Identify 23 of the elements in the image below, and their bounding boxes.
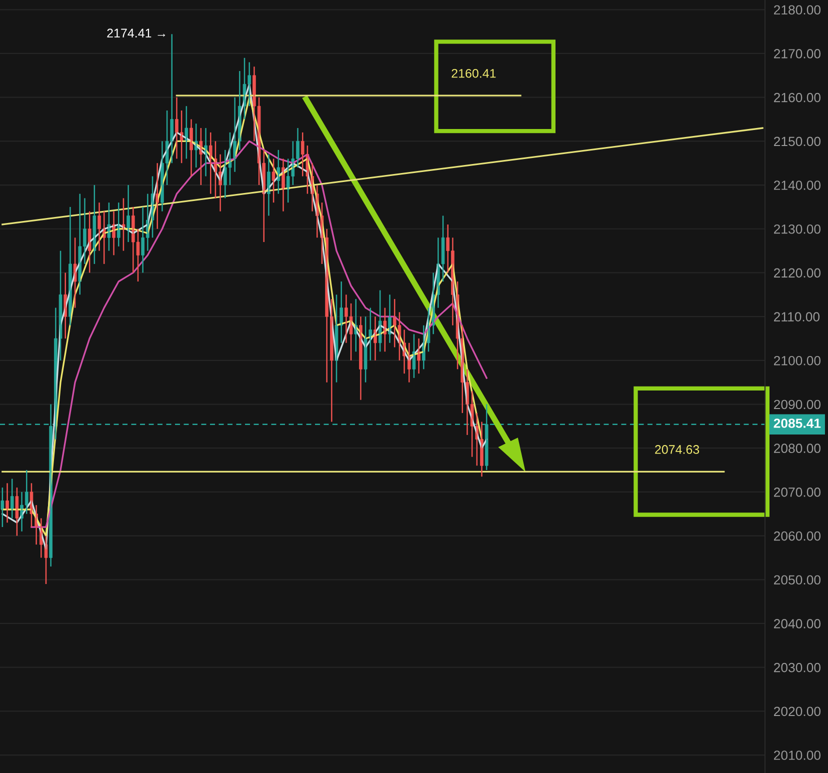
line-series: [30, 140, 488, 528]
y-tick-label: 2100.00: [774, 356, 821, 366]
y-tick-label: 2180.00: [774, 5, 821, 15]
y-tick-label: 2050.00: [774, 575, 821, 585]
annotation: 2160.41: [452, 68, 496, 78]
annotation: 2074.63: [655, 445, 700, 454]
y-tick-label: 2170.00: [774, 49, 821, 58]
y-tick-label: 2140.00: [774, 180, 821, 190]
y-tick-label: 2130.00: [774, 224, 821, 234]
y-tick-label: 2090.00: [774, 400, 821, 410]
y-tick-label: 2010.00: [774, 750, 821, 760]
y-tick-label: 2020.00: [774, 706, 821, 716]
annotation: 2174.41 →: [107, 28, 166, 38]
y-tick-label: 2080.00: [774, 444, 821, 454]
y-tick-label: 2060.00: [774, 531, 821, 541]
y-tick-label: 2040.00: [774, 619, 821, 628]
y-tick-label: 2160.00: [774, 92, 821, 102]
y-tick-label: 2150.00: [774, 136, 821, 146]
y-tick-label: 2070.00: [774, 488, 821, 497]
y-tick-label: 2120.00: [774, 268, 821, 278]
y-tick-label: 2110.00: [774, 312, 820, 322]
y-tick-label: 2030.00: [774, 662, 821, 672]
ref-line-label: 2085.41: [774, 418, 821, 428]
